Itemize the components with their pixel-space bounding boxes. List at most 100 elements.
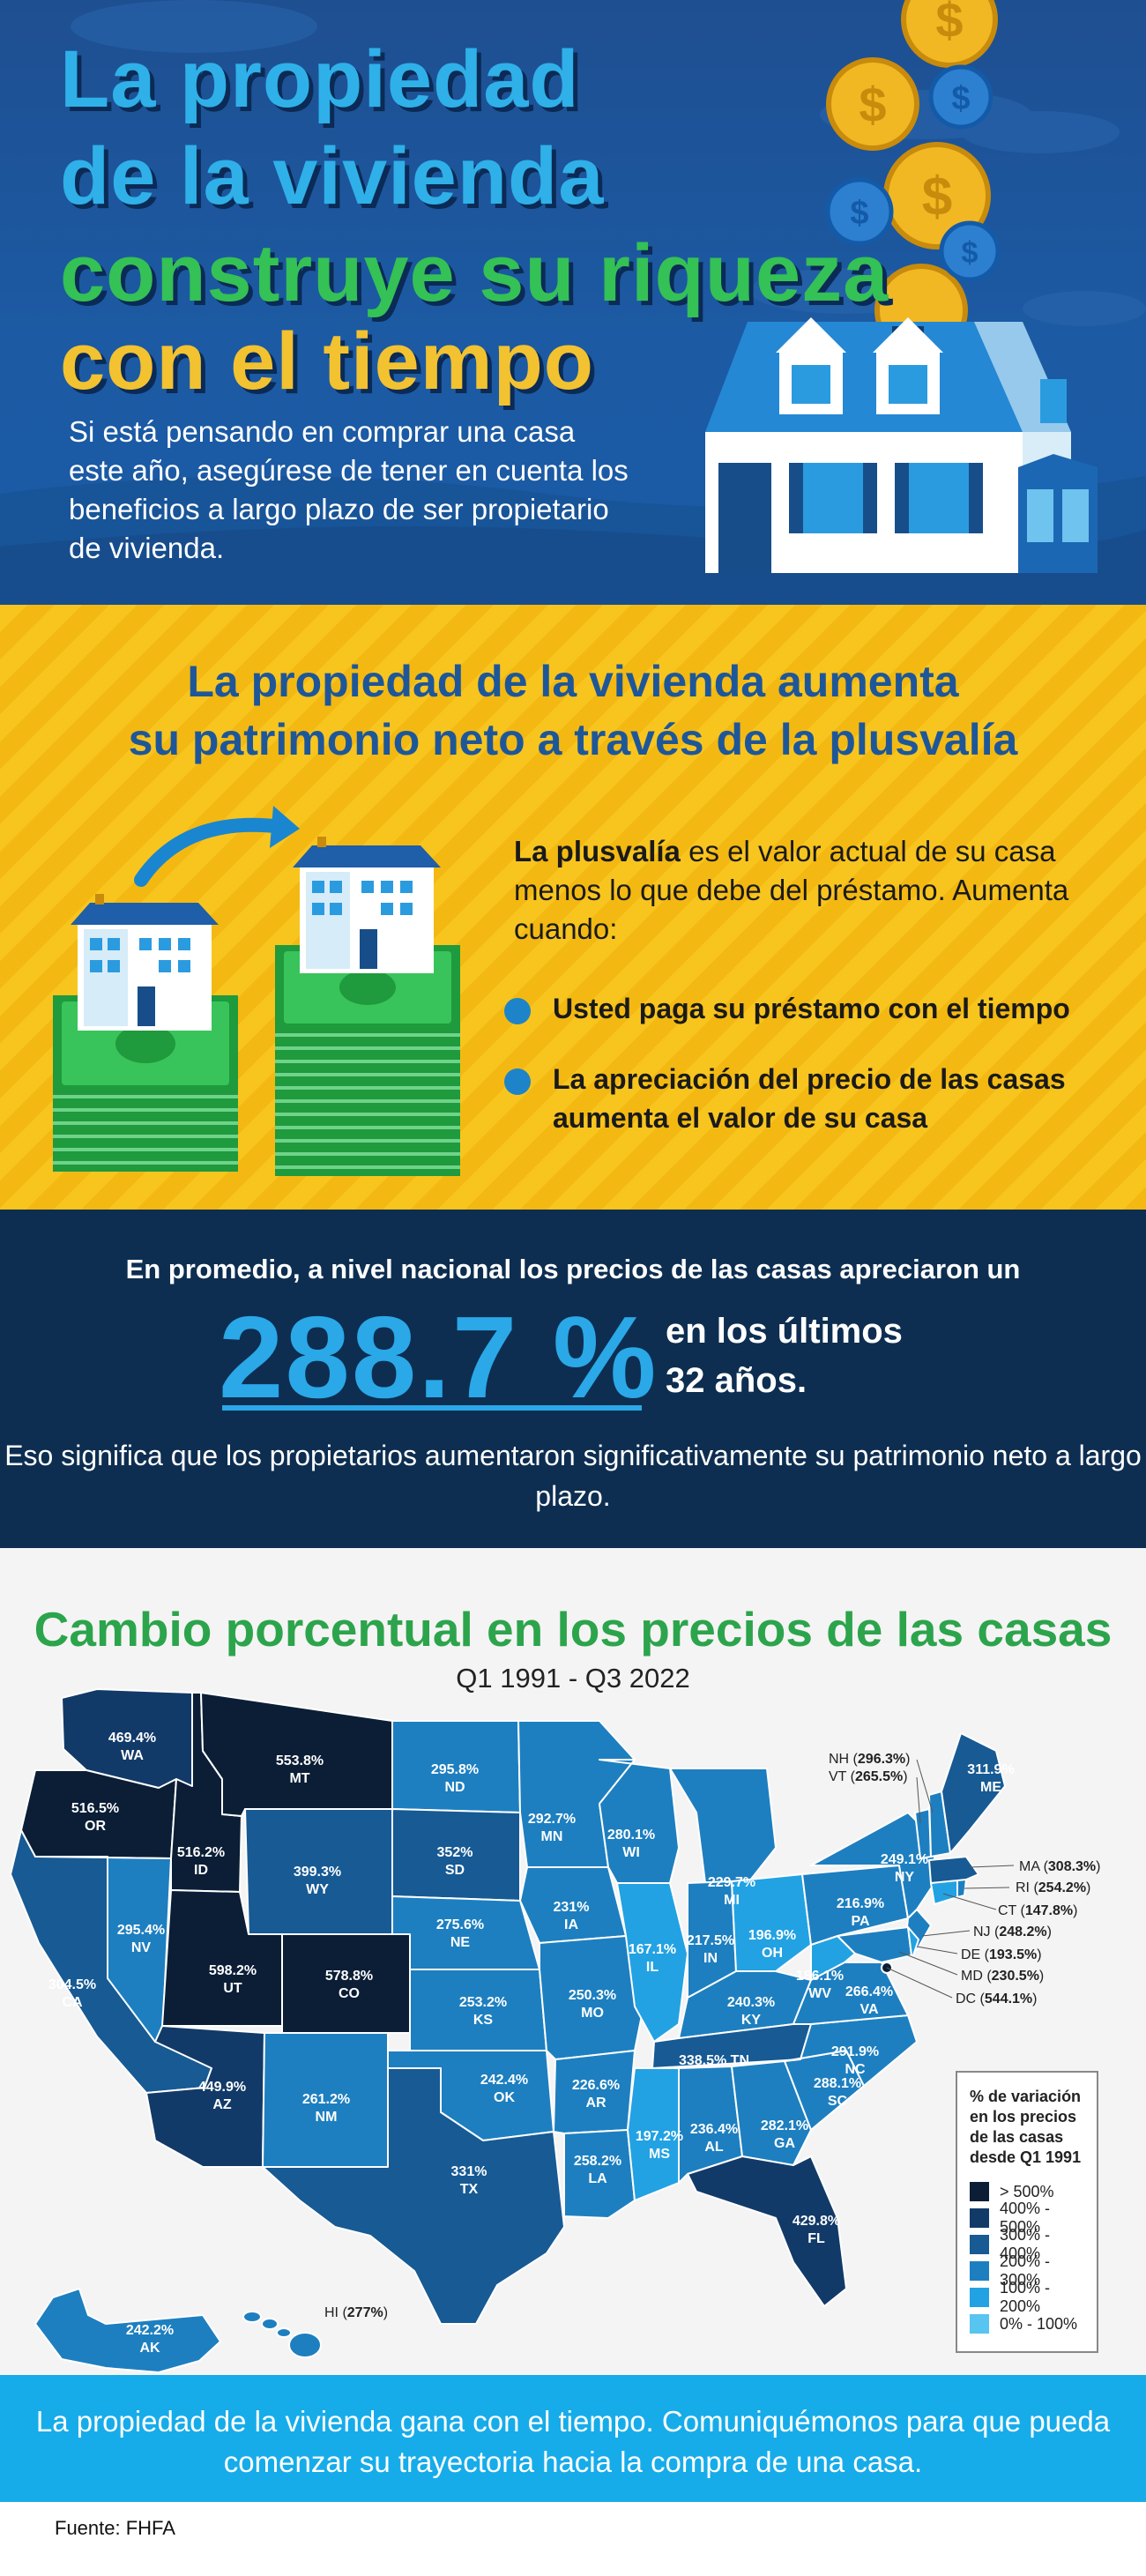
equity-definition-text: es el valor actual de su casa menos lo q… xyxy=(514,835,1069,945)
state-de xyxy=(907,1926,919,1956)
state-label: 331% TX xyxy=(451,2164,487,2197)
legend-row: 100% - 200% xyxy=(970,2279,1084,2315)
callout-label: RI (254.2%) xyxy=(1016,1880,1090,1895)
legend-swatch xyxy=(970,2235,989,2254)
state-ks xyxy=(409,1969,547,2051)
state-label: 242.2% AK xyxy=(126,2323,174,2356)
hero-illustration: $ $ $ $ $ $ xyxy=(0,0,1146,605)
equity-definition-term: La plusvalía xyxy=(514,835,681,867)
state-la xyxy=(563,2129,636,2219)
callout-label: DE (193.5%) xyxy=(961,1947,1042,1962)
equity-heading-line-2: su patrimonio neto a través de la plusva… xyxy=(128,715,1018,764)
us-map: 469.4% WA 516.5% OR 304.5% CA 295.4% NV 516.… xyxy=(10,1688,1100,2373)
legend-row: 0% - 100% xyxy=(970,2311,1084,2337)
state-label: 469.4% WA xyxy=(108,1731,156,1763)
callout-labels: NH (296.3%) VT (265.5%) MA (308.3%) RI (… xyxy=(324,1752,1100,2320)
state-label: 311.9% ME xyxy=(967,1762,1014,1795)
legend-row: > 500% xyxy=(970,2178,1084,2205)
source-note: Fuente: FHFA xyxy=(55,2517,175,2539)
state-oh xyxy=(731,1873,812,1972)
state-pa xyxy=(801,1865,909,1946)
callout-label: DC (544.1%) xyxy=(956,1992,1037,2006)
state-label: 266.4% VA xyxy=(845,1984,893,2017)
state-label: 291.9% NC xyxy=(831,2044,879,2077)
equity-section: La propiedad de la vivienda aumenta su p… xyxy=(0,605,1146,1210)
house-icon xyxy=(705,317,1098,573)
state-label: 226.6% AR xyxy=(572,2078,620,2111)
state-label: 449.9% AZ xyxy=(198,2080,246,2112)
state-hi xyxy=(242,2311,322,2358)
state-label: 304.5% CA xyxy=(48,1977,96,2010)
equity-bullet-text: Usted paga su préstamo con el tiempo xyxy=(553,993,1070,1024)
stat-value: 288.7 % xyxy=(219,1292,659,1422)
state-label: 240.3% KY xyxy=(727,1995,775,2028)
state-ga xyxy=(731,2060,812,2166)
blue-coin-icon: $ $ $ xyxy=(825,64,1001,282)
state-label: 282.1% GA xyxy=(761,2118,808,2151)
state-label: 295.4% NV xyxy=(117,1923,165,1955)
state-label: 553.8% MT xyxy=(276,1753,324,1786)
bullet-dot-icon xyxy=(504,998,531,1024)
legend-title: % de variación en los precios de las cas… xyxy=(970,2088,1082,2166)
state-label: 186.1% WV xyxy=(796,1969,844,2001)
state-label: 231% IA xyxy=(554,1900,590,1932)
state-ak xyxy=(34,2288,221,2373)
map-title: Cambio porcentual en los precios de las … xyxy=(33,1602,1113,1657)
legend-label: 100% - 200% xyxy=(1000,2279,1051,2315)
equity-heading-line-1: La propiedad de la vivienda aumenta xyxy=(187,657,959,706)
hero-subtitle: Si está pensando en comprar una casa est… xyxy=(69,415,629,564)
svg-text:$: $ xyxy=(962,236,979,270)
callout-label: MD (230.5%) xyxy=(961,1969,1044,1984)
legend-label: 300% - 400% xyxy=(1000,2226,1051,2262)
state-label: 516.2% ID xyxy=(177,1845,225,1878)
state-mi xyxy=(669,1768,777,1884)
state-me xyxy=(941,1732,1006,1854)
state-label: 242.4% OK xyxy=(480,2073,528,2105)
equity-heading: La propiedad de la vivienda aumenta su p… xyxy=(0,652,1146,769)
stat-period-line-1: en los últimos xyxy=(666,1312,903,1351)
legend-swatch xyxy=(970,2261,989,2281)
state-label: 399.3% WY xyxy=(294,1865,341,1897)
legend-row: 300% - 400% xyxy=(970,2226,1084,2262)
state-ma xyxy=(928,1856,979,1884)
state-label: 216.9% PA xyxy=(837,1896,884,1929)
legend-label: 200% - 300% xyxy=(1000,2252,1051,2289)
state-label: 258.2% LA xyxy=(574,2154,621,2186)
state-label: 598.2% UT xyxy=(209,1963,257,1996)
arrow-icon xyxy=(134,806,300,887)
state-fl xyxy=(687,2155,847,2307)
callout-label: HI (277%) xyxy=(324,2305,388,2320)
stat-footnote: Eso significa que los propietarios aumen… xyxy=(4,1440,1142,1512)
bullet-dot-icon xyxy=(504,1068,531,1095)
legend-swatch xyxy=(970,2288,989,2307)
svg-text:$: $ xyxy=(850,195,868,232)
legend-swatch xyxy=(970,2314,989,2334)
money-stack-icon xyxy=(275,945,460,1176)
footer-text: La propiedad de la vivienda gana con el … xyxy=(35,2405,1111,2478)
state-label: 352% SD xyxy=(437,1845,473,1878)
state-label: 292.7% MN xyxy=(528,1812,576,1844)
state-label: 578.8% CO xyxy=(325,1969,373,2001)
state-label: 229.7% MI xyxy=(708,1875,755,1908)
hero-section: $ $ $ $ $ $ xyxy=(0,0,1146,605)
small-house-icon xyxy=(293,837,441,973)
equity-bullet-text: La apreciación del precio de las casas a… xyxy=(553,1063,1066,1134)
state-label: 338.5% TN xyxy=(679,2053,749,2068)
hero-title-line-3: construye su riqueza xyxy=(60,228,889,318)
legend-row: 200% - 300% xyxy=(970,2252,1084,2289)
legend-label: 400% - 500% xyxy=(1000,2200,1051,2236)
hero-title-line-1: La propiedad xyxy=(60,34,580,124)
state-label: 280.1% WI xyxy=(607,1828,655,1860)
state-label: 275.6% NE xyxy=(436,1917,484,1950)
legend-row: 400% - 500% xyxy=(970,2200,1084,2236)
callout-label: VT (265.5%) xyxy=(829,1769,908,1784)
stat-period-line-2: 32 años. xyxy=(666,1361,807,1400)
map-section: 469.4% WA 516.5% OR 304.5% CA 295.4% NV 516.… xyxy=(0,1548,1146,2375)
state-label: 429.8% FL xyxy=(793,2214,840,2246)
state-label: 288.1% SC xyxy=(814,2076,861,2109)
state-label: 516.5% OR xyxy=(71,1801,119,1834)
state-tx xyxy=(262,2067,565,2325)
state-label: 196.9% OH xyxy=(748,1928,796,1961)
callout-label: CT (147.8%) xyxy=(998,1903,1077,1918)
state-label: 253.2% KS xyxy=(459,1995,507,2028)
